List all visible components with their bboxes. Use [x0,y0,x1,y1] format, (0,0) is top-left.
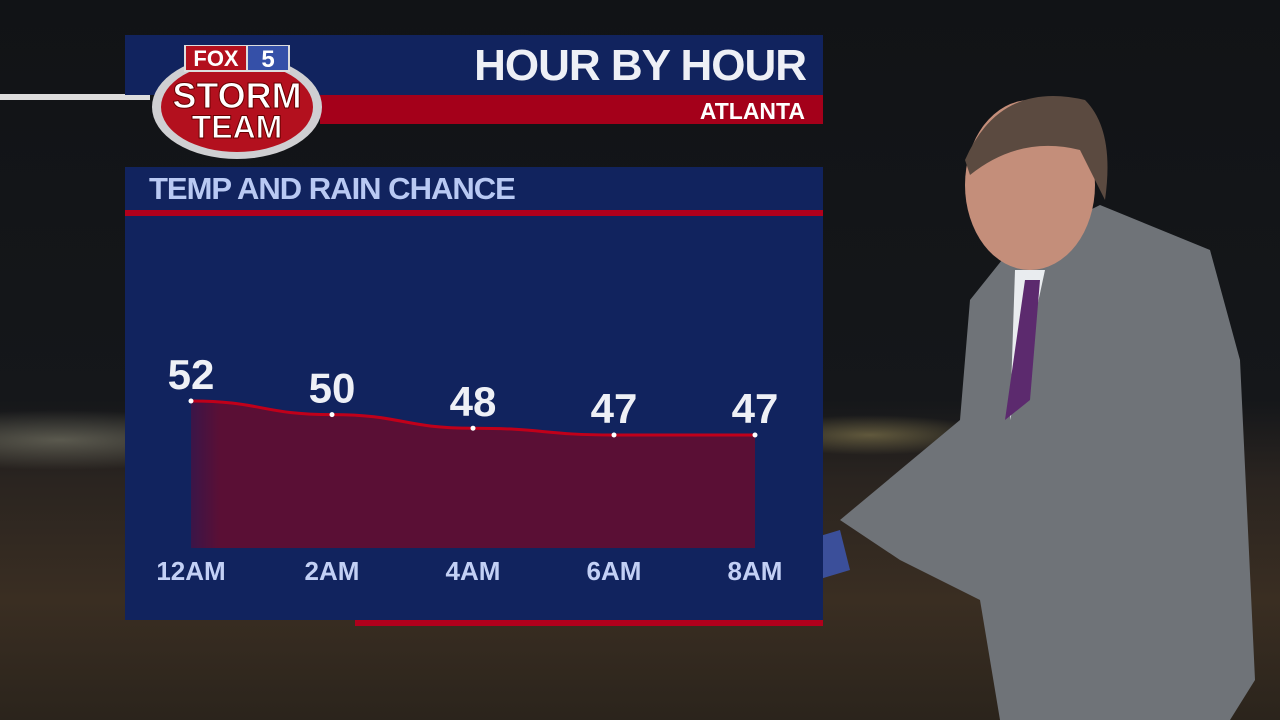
x-tick-label: 8AM [728,556,783,586]
data-point [611,432,617,438]
data-label: 48 [450,378,497,425]
svg-text:FOX: FOX [193,46,239,71]
data-label: 47 [591,385,638,432]
temperature-chart: 52 12AM 50 2AM 48 4AM 47 6AM 47 8AM [156,351,783,586]
chart-panel: 52 12AM 50 2AM 48 4AM 47 6AM 47 8AM [125,216,823,620]
chart-subtitle: TEMP AND RAIN CHANCE [149,171,516,206]
data-point [188,398,194,404]
x-tick-label: 2AM [305,556,360,586]
fox5-storm-team-logo: FOX 5 STORM TEAM [152,45,322,159]
page-title: HOUR BY HOUR [474,41,807,90]
data-label: 52 [168,351,215,398]
data-point [329,412,335,418]
data-point [752,432,758,438]
data-label: 47 [732,385,779,432]
svg-text:5: 5 [261,46,274,73]
subtitle-underline [125,210,823,216]
divider-line [0,94,150,100]
x-tick-label: 12AM [156,556,225,586]
svg-text:STORM: STORM [172,75,301,116]
temperature-area [191,401,755,548]
data-label: 50 [309,365,356,412]
location-bar: ATLANTA [320,95,823,124]
location-label: ATLANTA [699,98,805,124]
bottom-accent-bar [355,620,823,626]
subtitle-panel: TEMP AND RAIN CHANCE [125,167,823,210]
x-tick-label: 6AM [587,556,642,586]
x-tick-label: 4AM [446,556,501,586]
svg-text:TEAM: TEAM [192,109,283,145]
data-point [470,425,476,431]
